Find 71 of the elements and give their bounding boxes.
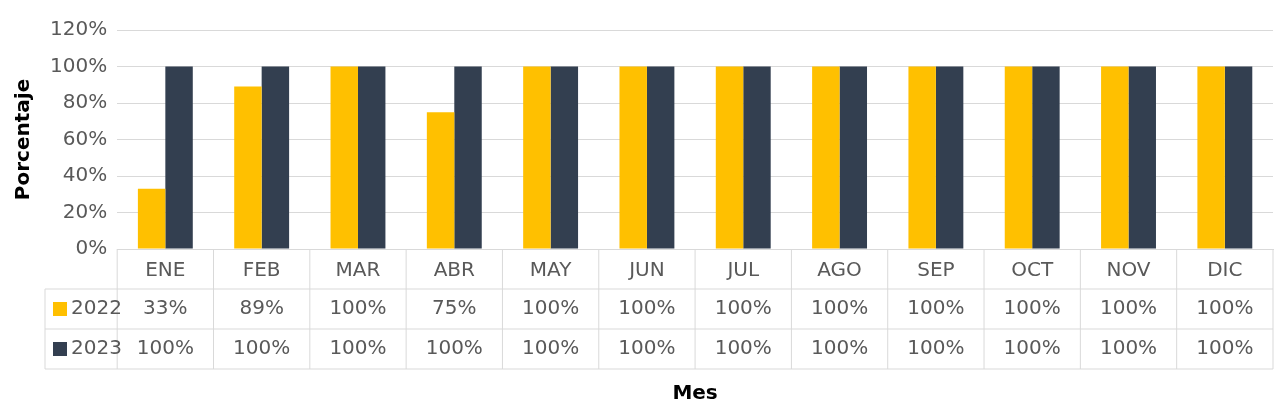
data-label: 100% — [1196, 335, 1254, 360]
bar — [550, 66, 579, 249]
bar — [812, 66, 840, 249]
x-tick-label: MAY — [529, 257, 573, 282]
data-label: 100% — [522, 295, 580, 320]
x-tick-label: ENE — [145, 257, 186, 282]
bar — [261, 66, 290, 249]
data-label: 100% — [618, 335, 676, 360]
y-tick-label: 0% — [75, 235, 108, 260]
x-axis-title: Mes — [672, 380, 718, 405]
bar — [454, 66, 482, 249]
data-label: 100% — [329, 295, 387, 320]
y-axis-title: Porcentaje — [10, 78, 35, 201]
data-label: 100% — [329, 335, 387, 360]
data-label: 100% — [810, 335, 869, 360]
x-tick-label: JUL — [725, 257, 760, 282]
bar — [935, 66, 964, 249]
bar — [426, 112, 455, 249]
y-tick-label: 60% — [62, 125, 108, 150]
data-label: 100% — [1003, 335, 1061, 360]
data-label: 100% — [233, 335, 291, 360]
data-label: 100% — [522, 335, 580, 360]
bar — [357, 66, 386, 249]
data-label: 100% — [1099, 335, 1158, 360]
legend-label: 2023 — [71, 335, 122, 360]
bar — [619, 66, 647, 249]
data-label: 100% — [618, 295, 676, 320]
x-tick-label: JUN — [627, 257, 665, 282]
data-label: 33% — [143, 295, 188, 320]
bar — [1128, 66, 1156, 249]
bar — [1197, 66, 1225, 249]
data-label: 75% — [432, 295, 477, 320]
x-tick-label: ABR — [433, 257, 476, 282]
x-tick-label: AGO — [817, 257, 862, 282]
bar — [1101, 66, 1129, 249]
bar — [137, 188, 166, 249]
bar — [523, 66, 551, 249]
data-label: 100% — [810, 295, 869, 320]
data-label: 100% — [907, 295, 965, 320]
data-label: 100% — [1003, 295, 1061, 320]
data-label: 100% — [136, 335, 194, 360]
data-label: 100% — [714, 335, 772, 360]
bar — [1004, 66, 1033, 249]
x-tick-label: MAR — [335, 257, 381, 282]
data-label: 100% — [425, 335, 483, 360]
bar — [839, 66, 868, 249]
y-tick-label: 40% — [62, 162, 108, 187]
y-tick-label: 100% — [49, 52, 108, 77]
bar — [330, 66, 358, 249]
x-tick-label: OCT — [1011, 257, 1054, 282]
data-label: 100% — [907, 335, 965, 360]
bar — [234, 86, 262, 249]
legend-label: 2022 — [71, 295, 122, 320]
data-label: 100% — [714, 295, 772, 320]
x-tick-label: FEB — [242, 257, 281, 282]
y-tick-label: 120% — [49, 16, 108, 41]
y-tick-label: 20% — [62, 198, 108, 223]
data-label: 100% — [1196, 295, 1254, 320]
x-tick-label: DIC — [1207, 257, 1243, 282]
x-tick-label: NOV — [1106, 257, 1151, 282]
bar — [1032, 66, 1060, 249]
bar — [743, 66, 771, 249]
y-tick-label: 80% — [62, 89, 108, 114]
data-label: 89% — [239, 295, 284, 320]
bar — [646, 66, 675, 249]
bar — [165, 66, 193, 249]
bar — [715, 66, 744, 249]
data-label: 100% — [1099, 295, 1158, 320]
bar — [908, 66, 936, 249]
x-tick-label: SEP — [917, 257, 955, 282]
bar — [1224, 66, 1253, 249]
